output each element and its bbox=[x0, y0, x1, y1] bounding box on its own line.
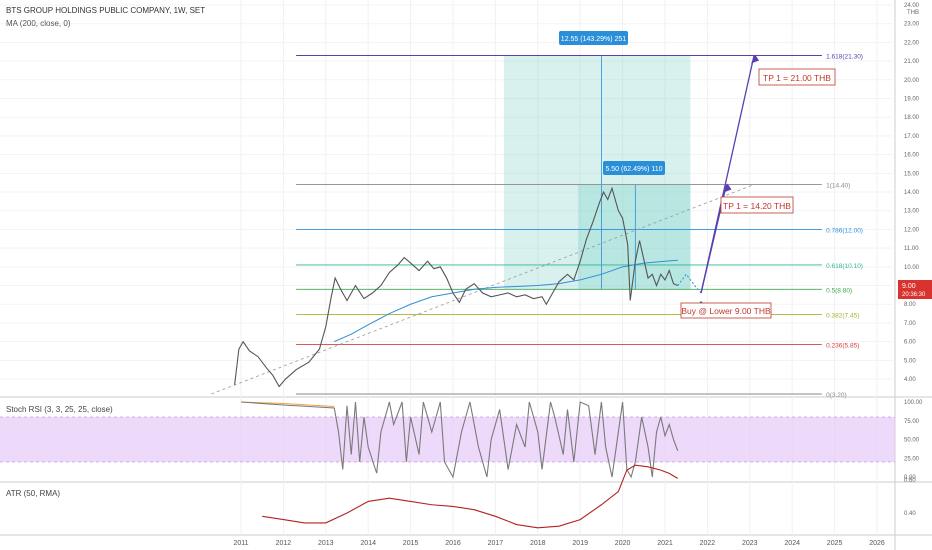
fib-label-4: 0.5(8.80) bbox=[826, 287, 852, 294]
price-line bbox=[234, 186, 678, 388]
fib-retracement[interactable]: 1.618(21.30) 1(14.40) 0.786(12.00) 0.618(10… bbox=[296, 53, 863, 399]
stoch-rsi-label: Stoch RSI (3, 3, 25, 25, close) bbox=[6, 405, 113, 414]
price-axis[interactable]: 24.00 23.00 22.00 21.00 20.00 19.00 18.00 17.00… bbox=[904, 3, 923, 517]
year-tick-2017: 2017 bbox=[488, 540, 504, 547]
ma-200-line bbox=[334, 259, 678, 343]
price-tick-4: 20.00 bbox=[904, 78, 920, 84]
price-tick-9: 15.00 bbox=[904, 171, 920, 177]
fib-label-1: 1(14.40) bbox=[826, 183, 850, 190]
year-tick-2026: 2026 bbox=[869, 540, 885, 547]
rsi-k-line bbox=[240, 401, 679, 479]
range1-text: 12.55 (143.29%) 251 bbox=[561, 36, 626, 43]
price-tick-8: 16.00 bbox=[904, 153, 920, 159]
price-tick-20: 4.00 bbox=[904, 377, 916, 383]
rsi-tick-2: 50.00 bbox=[904, 438, 920, 444]
range2-text: 5.50 (62.49%) 110 bbox=[605, 166, 662, 173]
range1-label: 12.55 (143.29%) 251 bbox=[559, 31, 628, 45]
fib-label-7: 0(3.20) bbox=[826, 392, 847, 399]
year-tick-2024: 2024 bbox=[784, 540, 800, 547]
price-tick-1: 23.00 bbox=[904, 22, 920, 28]
year-tick-2012: 2012 bbox=[276, 540, 292, 547]
price-tick-16: 8.00 bbox=[904, 302, 916, 308]
price-tick-0: 24.00 bbox=[904, 3, 920, 9]
year-tick-2022: 2022 bbox=[700, 540, 716, 547]
stoch-rsi-pane bbox=[0, 401, 895, 479]
projection-dotted bbox=[677, 273, 702, 294]
year-tick-2013: 2013 bbox=[318, 540, 334, 547]
price-tick-18: 6.00 bbox=[904, 340, 916, 346]
year-tick-2021: 2021 bbox=[657, 540, 673, 547]
rsi-tick-0: 100.00 bbox=[904, 400, 923, 406]
price-tick-14: 10.00 bbox=[904, 265, 920, 271]
currency-label: THB bbox=[907, 10, 919, 16]
year-tick-2016: 2016 bbox=[445, 540, 461, 547]
atr-tick-1: 0.40 bbox=[904, 511, 916, 517]
year-tick-2025: 2025 bbox=[827, 540, 843, 547]
rsi-tick-1: 75.00 bbox=[904, 419, 920, 425]
price-tick-19: 5.00 bbox=[904, 358, 916, 364]
symbol-title: BTS GROUP HOLDINGS PUBLIC COMPANY, 1W, S… bbox=[6, 6, 205, 15]
last-price-countdown: 20:36:30 bbox=[902, 292, 926, 298]
buy-text: Buy @ Lower 9.00 THB bbox=[681, 306, 771, 316]
price-tick-10: 14.00 bbox=[904, 190, 920, 196]
range2-label: 5.50 (62.49%) 110 bbox=[603, 161, 665, 175]
tp-low-text: TP 1 = 14.20 THB bbox=[723, 201, 791, 211]
price-tick-5: 19.00 bbox=[904, 97, 920, 103]
projection-arrow-2 bbox=[700, 55, 755, 294]
price-tick-17: 7.00 bbox=[904, 321, 916, 327]
atr-label: ATR (50, RMA) bbox=[6, 489, 60, 498]
price-tick-3: 21.00 bbox=[904, 59, 920, 65]
rsi-tick-4: 0.00 bbox=[904, 475, 916, 481]
trend-line[interactable] bbox=[211, 184, 755, 395]
time-axis[interactable]: 2011 2012 2013 2014 2015 2016 2017 2018 2019 2020… bbox=[233, 540, 884, 547]
ma-line bbox=[334, 259, 678, 343]
dashed-trend bbox=[211, 184, 755, 395]
price-tick-11: 13.00 bbox=[904, 209, 920, 215]
year-tick-2015: 2015 bbox=[403, 540, 419, 547]
tp-low-box[interactable]: TP 1 = 14.20 THB bbox=[720, 196, 794, 214]
fib-label-6: 0.236(5.85) bbox=[826, 342, 859, 349]
price-tick-6: 18.00 bbox=[904, 115, 920, 121]
tp-high-box[interactable]: TP 1 = 21.00 THB bbox=[758, 68, 836, 86]
year-tick-2020: 2020 bbox=[615, 540, 631, 547]
price-series bbox=[234, 186, 678, 388]
year-tick-2019: 2019 bbox=[572, 540, 588, 547]
tp-high-text: TP 1 = 21.00 THB bbox=[763, 73, 831, 83]
fib-label-0: 1.618(21.30) bbox=[826, 53, 863, 60]
rsi-tick-3: 25.00 bbox=[904, 456, 920, 462]
fib-label-3: 0.618(10.10) bbox=[826, 263, 863, 270]
rsi-band bbox=[0, 417, 895, 462]
year-tick-2023: 2023 bbox=[742, 540, 758, 547]
year-tick-2011: 2011 bbox=[233, 540, 248, 547]
price-tick-12: 12.00 bbox=[904, 227, 920, 233]
year-tick-2014: 2014 bbox=[360, 540, 376, 547]
last-price-value: 9.00 bbox=[902, 283, 916, 290]
ma-indicator-label: MA (200, close, 0) bbox=[6, 19, 71, 28]
price-tick-13: 11.00 bbox=[904, 246, 919, 252]
arrowhead-1 bbox=[723, 183, 732, 193]
buy-box[interactable]: Buy @ Lower 9.00 THB bbox=[680, 302, 772, 319]
fib-label-2: 0.786(12.00) bbox=[826, 227, 863, 234]
last-price-tag: 9.00 20:36:30 bbox=[898, 280, 932, 299]
atr-pane bbox=[262, 464, 678, 529]
price-tick-2: 22.00 bbox=[904, 40, 920, 46]
atr-line bbox=[262, 464, 678, 529]
arrowhead-2 bbox=[751, 54, 760, 64]
fib-label-5: 0.382(7.45) bbox=[826, 313, 859, 320]
price-tick-7: 17.00 bbox=[904, 134, 920, 140]
year-tick-2018: 2018 bbox=[530, 540, 546, 547]
atr-tick-0: 0.60 bbox=[904, 478, 916, 484]
